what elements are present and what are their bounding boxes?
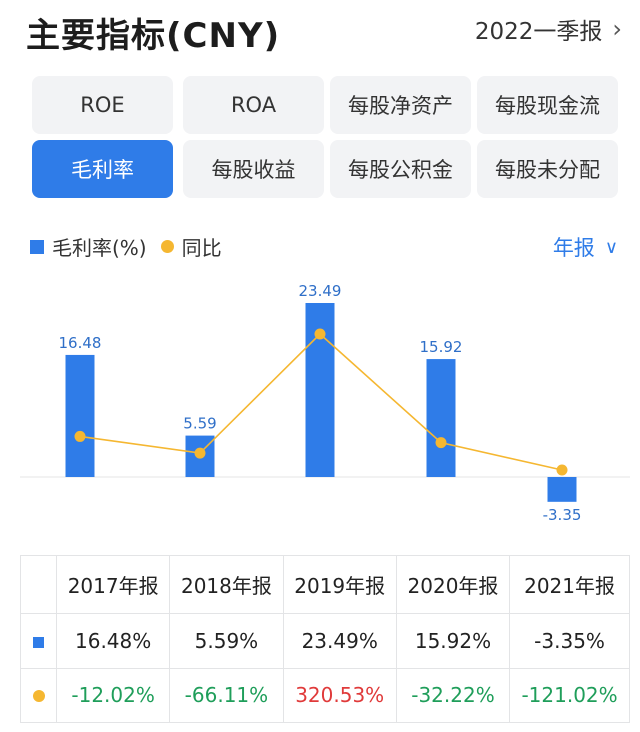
table-header-row: 2017年报 2018年报 2019年报 2020年报 2021年报 — [20, 554, 630, 615]
bar-data-label: -3.35 — [543, 506, 582, 524]
row-marker-cell — [20, 667, 57, 724]
frequency-label: 年报 — [552, 236, 595, 260]
tab-cash-flow-per-share[interactable]: 每股现金流 — [477, 76, 618, 134]
yoy-point-0[interactable] — [74, 430, 86, 442]
row-marker-cell — [20, 613, 57, 669]
table-header-cell: 2017年报 — [55, 554, 171, 615]
gross-margin-chart: 16.48 5.59 23.49 15.92 -3.35 — [20, 282, 630, 524]
table-cell: -12.02% — [55, 667, 171, 724]
table-header-cell: 2021年报 — [509, 554, 630, 615]
period-label: 2022一季报 — [474, 19, 603, 45]
table-cell: -32.22% — [395, 667, 511, 724]
yoy-point-4[interactable] — [556, 464, 568, 476]
line-legend-label: 同比 — [181, 236, 222, 260]
table-row-gross-margin: 16.48% 5.59% 23.49% 15.92% -3.35% — [20, 613, 630, 669]
tab-roa[interactable]: ROA — [183, 76, 324, 134]
bar-legend-marker — [30, 239, 44, 254]
bar-legend-label: 毛利率(%) — [52, 236, 147, 260]
table-cell: -121.02% — [509, 667, 630, 724]
table-corner-cell — [20, 554, 57, 615]
yoy-point-1[interactable] — [194, 447, 206, 459]
header: 主要指标(CNY) 2022一季报 › — [0, 0, 640, 62]
bar-series-marker — [33, 637, 44, 648]
table-header-cell: 2018年报 — [169, 554, 284, 615]
tab-roe[interactable]: ROE — [32, 76, 173, 134]
tab-gross-margin[interactable]: 毛利率 — [32, 140, 173, 198]
table-cell: 15.92% — [395, 613, 511, 669]
table-row-yoy: -12.02% -66.11% 320.53% -32.22% -121.02% — [20, 667, 630, 724]
line-legend-marker — [160, 240, 174, 253]
tab-reserve-per-share[interactable]: 每股公积金 — [330, 140, 471, 198]
table-cell: 16.48% — [55, 613, 171, 669]
chevron-down-icon: ∨ — [604, 236, 618, 258]
tab-eps[interactable]: 每股收益 — [183, 140, 324, 198]
table-cell: -3.35% — [509, 613, 630, 669]
page-title: 主要指标(CNY) — [26, 16, 281, 56]
table-cell: 320.53% — [282, 667, 397, 724]
chart-legend: 毛利率(%) 同比 — [30, 232, 222, 261]
yoy-point-2[interactable] — [314, 328, 326, 340]
yoy-point-3[interactable] — [435, 437, 447, 449]
tab-net-assets-per-share[interactable]: 每股净资产 — [330, 76, 471, 134]
table-header-cell: 2019年报 — [282, 554, 397, 615]
frequency-dropdown[interactable]: 年报 ∨ — [553, 232, 618, 262]
bar-data-label: 15.92 — [420, 338, 463, 356]
period-selector[interactable]: 2022一季报 › — [475, 12, 622, 46]
bar-data-label: 5.59 — [183, 415, 216, 433]
chevron-right-icon: › — [612, 15, 622, 43]
tab-undistributed-per-share[interactable]: 每股未分配 — [477, 140, 618, 198]
bar-3[interactable] — [426, 359, 456, 477]
data-table: 2017年报 2018年报 2019年报 2020年报 2021年报 16.48… — [20, 554, 630, 724]
table-header-cell: 2020年报 — [395, 554, 511, 615]
bar-4[interactable] — [547, 477, 577, 502]
bar-0[interactable] — [65, 354, 95, 477]
bar-data-label: 23.49 — [299, 282, 342, 300]
table-cell: -66.11% — [169, 667, 284, 724]
table-cell: 5.59% — [169, 613, 284, 669]
bar-data-label: 16.48 — [59, 334, 102, 352]
table-cell: 23.49% — [282, 613, 397, 669]
line-series-marker — [32, 690, 45, 703]
